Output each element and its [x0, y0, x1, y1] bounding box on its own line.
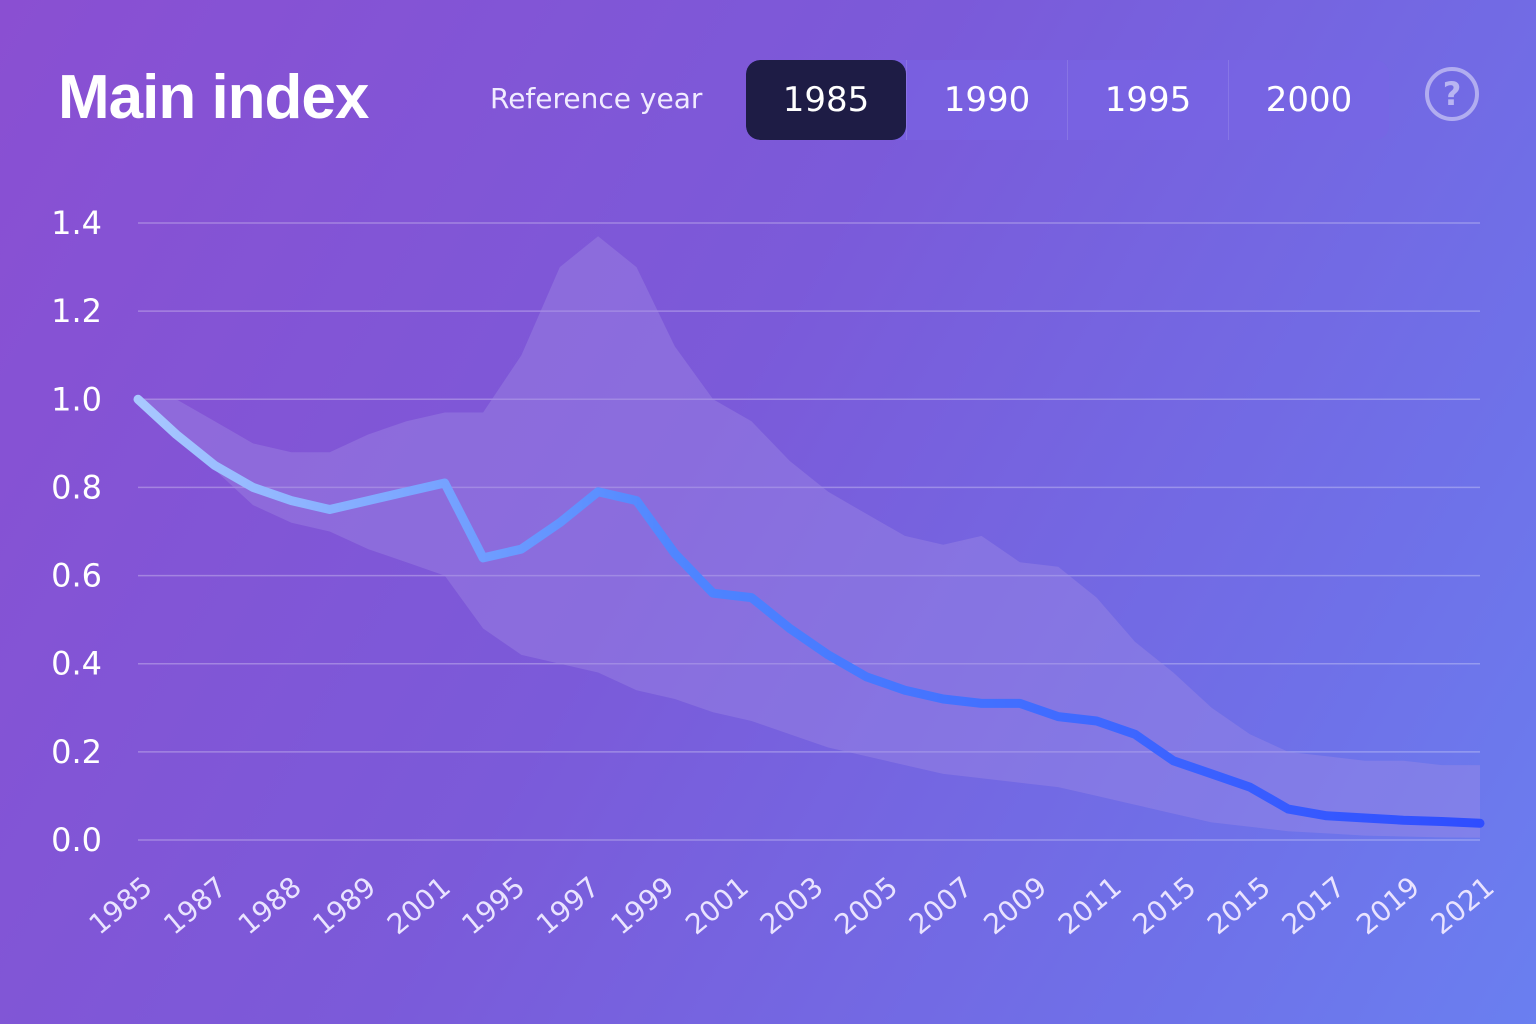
reference-year-selector: 1985 1990 1995 2000	[746, 60, 1389, 140]
x-tick-label: 2001	[679, 870, 755, 941]
x-tick-label: 2011	[1052, 870, 1128, 941]
y-tick-label: 0.6	[51, 557, 102, 595]
x-tick-label: 2003	[754, 870, 830, 941]
reference-year-label: Reference year	[490, 82, 703, 115]
x-tick-label: 1995	[455, 870, 531, 941]
x-tick-label: 2009	[977, 870, 1053, 941]
x-tick-label: 2015	[1201, 870, 1277, 941]
reference-year-1995-button[interactable]: 1995	[1067, 60, 1228, 140]
x-tick-label: 2001	[381, 870, 457, 941]
x-axis: 1985198719881989200119951997199920012003…	[83, 870, 1501, 941]
main-index-line	[133, 394, 1485, 828]
line-layer	[133, 394, 1485, 828]
confidence-band	[138, 236, 1480, 838]
y-tick-label: 1.0	[51, 380, 102, 418]
x-tick-label: 2021	[1425, 870, 1501, 941]
reference-year-1985-button[interactable]: 1985	[746, 60, 906, 140]
x-tick-label: 1989	[306, 870, 382, 941]
y-tick-label: 0.2	[51, 733, 102, 771]
x-tick-label: 2007	[903, 870, 979, 941]
y-axis: 0.0 0.2 0.4 0.6 0.8 1.0 1.2 1.4	[51, 204, 102, 859]
x-tick-label: 1988	[232, 870, 308, 941]
y-tick-label: 1.2	[51, 292, 102, 330]
y-tick-label: 0.8	[51, 468, 102, 506]
x-tick-label: 1987	[157, 870, 233, 941]
reference-year-1990-button[interactable]: 1990	[906, 60, 1067, 140]
band-layer	[138, 236, 1480, 838]
x-tick-label: 2005	[828, 870, 904, 941]
grid-layer	[138, 222, 1480, 841]
x-tick-label: 2015	[1126, 870, 1202, 941]
page-title: Main index	[58, 63, 369, 132]
x-tick-label: 1999	[605, 870, 681, 941]
y-tick-label: 0.4	[51, 645, 102, 683]
x-tick-label: 1997	[530, 870, 606, 941]
y-tick-label: 1.4	[51, 204, 102, 242]
y-tick-label: 0.0	[51, 821, 102, 859]
question-circle-icon[interactable]: ?	[1425, 67, 1479, 121]
x-tick-label: 2017	[1276, 870, 1352, 941]
reference-year-2000-button[interactable]: 2000	[1228, 60, 1389, 140]
x-tick-label: 1985	[83, 870, 159, 941]
x-tick-label: 2019	[1350, 870, 1426, 941]
